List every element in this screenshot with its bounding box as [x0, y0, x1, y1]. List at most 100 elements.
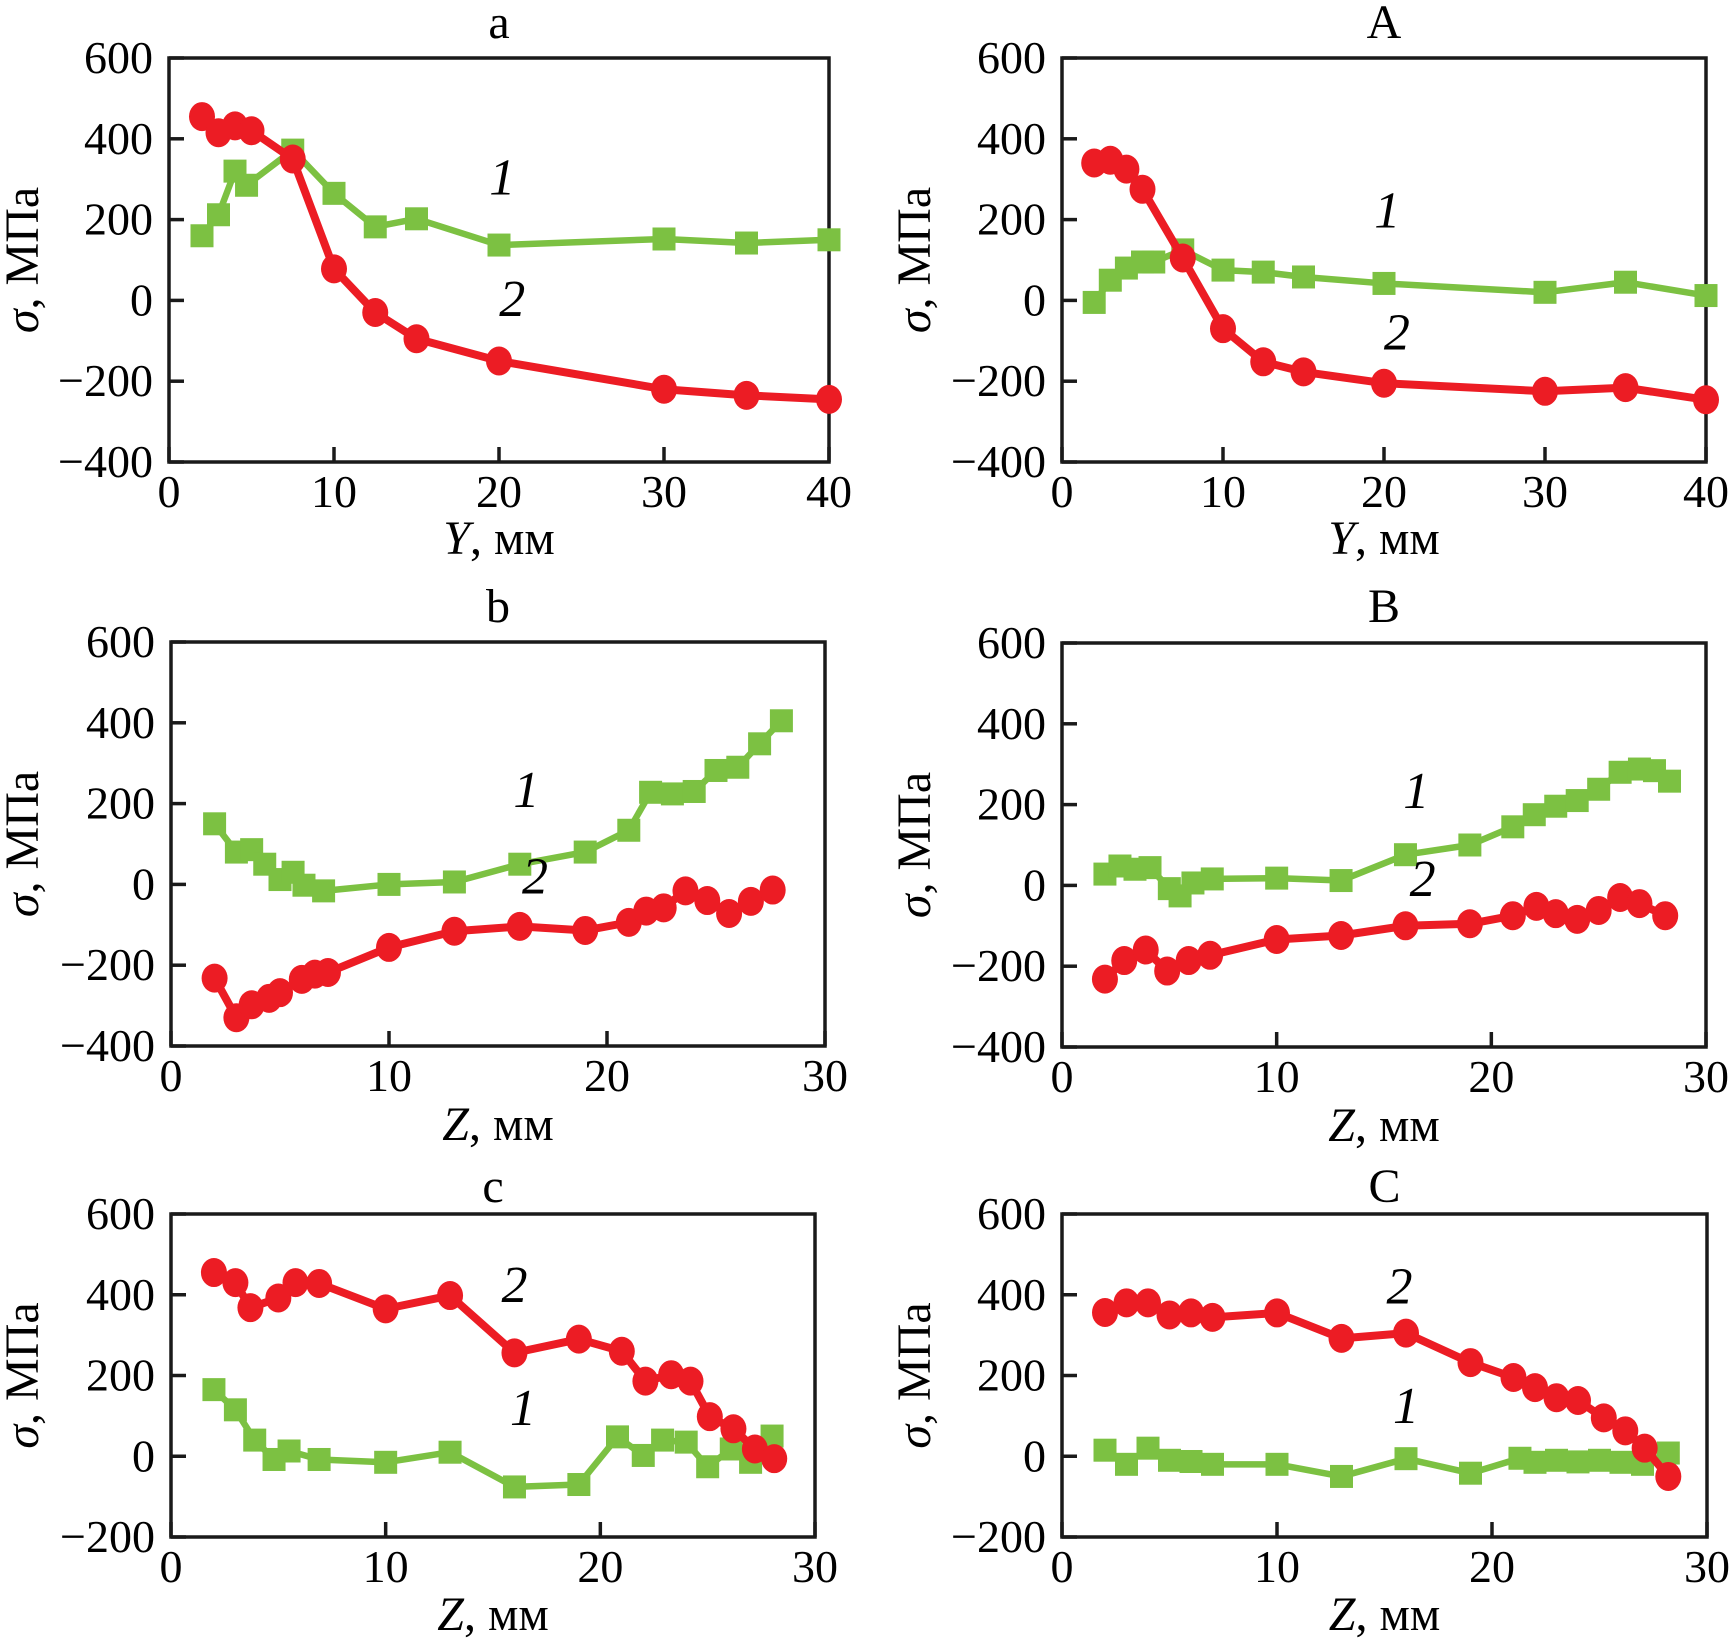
panel-a-y-axis: 600 400 200 0 −200 −400: [58, 32, 184, 487]
panel-A-title: A: [1367, 0, 1402, 49]
circle-marker: [1543, 1383, 1570, 1413]
panel-a-title: a: [488, 0, 509, 49]
y-tick-label: 200: [84, 194, 153, 245]
panel-b-series-1: [203, 709, 793, 903]
panel-c-y-axis: 600 400 200 0 −200: [60, 1188, 186, 1562]
circle-marker: [1652, 901, 1679, 931]
circle-marker: [677, 1366, 704, 1396]
series-2-markers: [189, 102, 842, 414]
circle-marker: [1371, 368, 1397, 398]
circle-marker: [282, 1268, 309, 1298]
x-tick-label: 10: [1200, 466, 1246, 517]
series-1-inline-label: 1: [489, 150, 515, 207]
square-marker: [748, 732, 772, 756]
x-tick-label: 20: [1469, 1541, 1515, 1592]
square-marker: [704, 758, 728, 782]
square-marker: [1565, 789, 1589, 813]
panel-C-title: C: [1368, 1160, 1400, 1213]
square-marker: [1544, 794, 1568, 818]
circle-marker: [1290, 357, 1317, 387]
square-marker: [405, 207, 428, 231]
square-marker: [760, 1424, 784, 1448]
panel-B-x-axis: 0 10 20 30: [1051, 1032, 1729, 1102]
panel-b-y-axis: 600 400 200 0 −200 −400: [60, 616, 186, 1071]
circle-marker: [376, 932, 402, 962]
square-marker: [1251, 260, 1275, 284]
y-tick-label: −400: [951, 1021, 1046, 1072]
circle-marker: [1264, 1298, 1290, 1328]
panel-B-x-axis-label: Z, мм: [1328, 1099, 1439, 1152]
circle-marker: [200, 1258, 227, 1288]
series-2-markers: [1092, 1288, 1682, 1491]
square-marker: [639, 780, 663, 804]
panel-c-title: c: [482, 1160, 503, 1213]
panel-C-series-2: [1092, 1288, 1682, 1491]
panel-b-x-axis: 0 10 20 30: [160, 1031, 848, 1101]
square-marker: [235, 173, 259, 197]
circle-marker: [314, 957, 341, 987]
panel-a-series-2: [189, 102, 842, 414]
square-marker: [1115, 1452, 1138, 1476]
circle-marker: [741, 1434, 768, 1464]
x-tick-label: 0: [160, 1050, 183, 1101]
series-2-inline-label: 2: [1387, 1259, 1413, 1316]
square-marker: [719, 1437, 743, 1461]
square-marker: [1393, 843, 1417, 867]
circle-marker: [1175, 946, 1202, 976]
panel-A-x-axis: 0 10 20 30 40: [1051, 447, 1729, 517]
circle-marker: [759, 875, 786, 905]
x-tick-label: 30: [792, 1541, 838, 1592]
y-tick-label: −200: [951, 355, 1046, 406]
panel-B-y-axis-label: σ, МПа: [888, 772, 941, 918]
panel-C-x-axis-label: Z, мм: [1329, 1588, 1440, 1641]
circle-marker: [1092, 1298, 1118, 1328]
panel-A-series-1: [1082, 238, 1718, 314]
square-marker: [243, 1428, 267, 1452]
square-marker: [1694, 284, 1718, 308]
x-tick-label: 0: [1051, 1541, 1074, 1592]
series-1-inline-label: 1: [510, 1380, 536, 1437]
square-marker: [1136, 1436, 1160, 1460]
square-marker: [1458, 833, 1482, 857]
square-marker: [312, 879, 336, 903]
circle-marker: [506, 911, 533, 941]
square-marker: [292, 873, 316, 897]
circle-marker: [362, 298, 389, 328]
circle-marker: [1156, 1300, 1183, 1330]
circle-marker: [761, 1444, 788, 1474]
square-marker: [1093, 1438, 1117, 1462]
series-1-markers: [1093, 757, 1682, 908]
panel-C-y-axis-label: σ, МПа: [888, 1302, 941, 1448]
square-marker: [1142, 250, 1166, 274]
square-marker: [190, 224, 214, 248]
panel-A: 0 10 20 30 40 600 400 200 0 −200 −400 A Y, мм σ, МПа 1…: [888, 0, 1729, 565]
square-marker: [606, 1425, 630, 1449]
square-marker: [1211, 258, 1235, 282]
square-marker: [1523, 1450, 1547, 1474]
panel-b-plot-box: [169, 640, 827, 1048]
square-marker: [1200, 867, 1224, 891]
circle-marker: [1091, 964, 1118, 994]
square-marker: [735, 231, 758, 255]
series-2-inline-label: 2: [501, 1257, 527, 1314]
y-tick-label: 400: [977, 698, 1046, 749]
x-tick-label: 10: [366, 1050, 412, 1101]
square-marker: [1614, 270, 1637, 294]
circle-marker: [1499, 901, 1526, 931]
circle-marker: [1612, 373, 1639, 403]
square-marker: [726, 755, 750, 779]
square-marker: [1566, 1450, 1590, 1474]
series-2-markers: [1091, 883, 1679, 994]
y-tick-label: 600: [86, 1188, 155, 1239]
series-1-markers: [1093, 1436, 1680, 1488]
circle-marker: [1655, 1461, 1682, 1491]
square-marker: [202, 1378, 226, 1402]
series-1-inline-label: 1: [1393, 1378, 1419, 1435]
y-tick-label: 600: [977, 32, 1046, 83]
y-tick-label: −200: [951, 1511, 1046, 1562]
circle-marker: [1129, 174, 1156, 204]
y-tick-label: 0: [1023, 1430, 1046, 1481]
square-marker: [1330, 1464, 1353, 1488]
